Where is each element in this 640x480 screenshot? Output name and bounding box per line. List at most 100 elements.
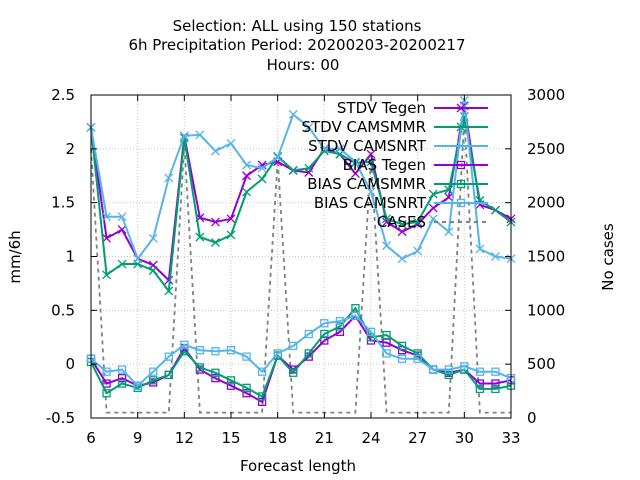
point-bias-camsnrt [460, 362, 469, 371]
point-bias-camsnrt [382, 349, 391, 358]
point-stdv-tegen [304, 168, 314, 177]
point-bias-tegen [117, 374, 127, 383]
legend-entry-stdv-tegen: STDV Tegen [337, 99, 488, 117]
legend-marker [456, 198, 466, 208]
point-stdv-camsmmr [102, 270, 112, 280]
point-stdv-tegen [444, 192, 454, 202]
point-bias-camsnrt [429, 365, 438, 374]
point-bias-camsnrt [475, 367, 485, 376]
point-bias-camsnrt [211, 347, 220, 356]
point-bias-camsmmr [397, 341, 407, 351]
point-stdv-camsmmr [226, 230, 236, 240]
point-stdv-camsmmr [444, 185, 454, 195]
x-tick-label: 30 [455, 429, 474, 447]
point-bias-camsmmr [195, 363, 205, 372]
point-bias-camsmmr [320, 329, 329, 339]
point-stdv-tegen [397, 227, 407, 237]
point-stdv-camsnrt [164, 173, 174, 183]
point-stdv-camsnrt [413, 246, 423, 256]
series-bias-camsnrt [86, 311, 516, 390]
point-bias-camsnrt [117, 365, 127, 374]
point-stdv-camsnrt [179, 131, 189, 141]
point-stdv-tegen [117, 225, 127, 235]
series-line-stdv-camsnrt [90, 100, 512, 261]
x-tick-label: 33 [501, 429, 520, 447]
series-bias-tegen [86, 311, 516, 407]
title-line-3: Hours: 00 [267, 56, 340, 74]
point-stdv-camsnrt [102, 212, 112, 222]
x-tick-label: 27 [408, 429, 427, 447]
point-stdv-camsnrt [288, 109, 298, 119]
legend-entry-bias-camsmmr: BIAS CAMSMMR [307, 175, 488, 193]
point-stdv-camsnrt [382, 241, 392, 251]
point-bias-camsnrt [335, 316, 345, 326]
point-stdv-camsmmr [397, 219, 407, 229]
point-stdv-camsmmr [195, 232, 205, 242]
point-stdv-tegen [164, 275, 174, 285]
series-cases [90, 116, 511, 414]
y2-tick-label: 1000 [527, 301, 565, 319]
point-stdv-camsnrt [444, 227, 454, 237]
point-stdv-camsnrt [319, 144, 329, 154]
point-stdv-camsnrt [242, 160, 252, 170]
point-stdv-camsmmr [288, 165, 298, 175]
legend-marker [456, 160, 466, 170]
point-stdv-camsnrt [210, 146, 220, 156]
point-bias-camsmmr [149, 376, 158, 385]
point-bias-camsmmr [289, 368, 298, 377]
point-bias-camsnrt [226, 346, 236, 355]
point-bias-camsmmr [164, 370, 173, 380]
point-bias-camsmmr [491, 384, 500, 394]
legend-marker [456, 103, 466, 113]
x-tick-label: 18 [268, 429, 287, 447]
series-line-cases [90, 116, 511, 414]
y2-tick-label: 3000 [527, 86, 565, 104]
point-bias-tegen [335, 327, 345, 337]
point-stdv-camsnrt [195, 130, 205, 140]
point-stdv-tegen [366, 149, 376, 159]
y-tick-label: 0 [65, 355, 75, 373]
point-stdv-camsnrt [490, 252, 500, 261]
point-bias-camsmmr [117, 379, 127, 388]
point-stdv-camsnrt [304, 122, 314, 132]
point-bias-camsmmr [257, 392, 267, 401]
title-line-1: Selection: ALL using 150 stations [173, 17, 422, 35]
point-stdv-camsmmr [242, 187, 252, 197]
point-bias-camsnrt [320, 319, 329, 328]
legend-label: BIAS CAMSNRT [314, 194, 427, 212]
y-axis-label: mm/6h [6, 230, 24, 283]
axis-ticks: 6 9 12 15 18 21 24 27 30 33 -0.5 0 0.5 1 1.5 2 2.5 0 500 10… [46, 86, 565, 447]
legend-entry-cases: CASES [377, 213, 488, 231]
point-bias-camsmmr [102, 389, 111, 398]
point-stdv-camsnrt [226, 138, 236, 148]
point-stdv-camsmmr [490, 205, 500, 215]
series-line-bias-camsmmr [90, 306, 512, 398]
x-tick-label: 12 [175, 429, 194, 447]
x-tick-label: 9 [133, 429, 143, 447]
point-stdv-camsmmr [164, 286, 174, 296]
legend-marker [456, 141, 466, 151]
y-tick-label: 2.5 [51, 86, 75, 104]
point-bias-camsnrt [195, 346, 205, 355]
point-stdv-camsnrt [335, 144, 345, 154]
point-stdv-camsmmr [428, 189, 438, 199]
point-bias-camsmmr [335, 322, 345, 331]
point-bias-tegen [242, 389, 251, 398]
x-axis-label: Forecast length [240, 457, 356, 475]
point-stdv-tegen [350, 169, 360, 179]
point-bias-camsmmr [413, 349, 422, 358]
point-bias-camsnrt [180, 340, 189, 349]
point-stdv-camsnrt [117, 212, 127, 222]
y-tick-label: 1 [65, 248, 75, 266]
y-tick-label: -0.5 [46, 409, 75, 427]
legend-label: BIAS Tegen [343, 156, 426, 174]
point-stdv-camsmmr [382, 214, 392, 224]
point-stdv-camsnrt [257, 163, 267, 173]
series-layer [86, 95, 516, 414]
point-bias-tegen [226, 381, 236, 390]
point-bias-camsmmr [226, 376, 236, 385]
chart-title: Selection: ALL using 150 stations 6h Pre… [128, 17, 465, 74]
y-tick-label: 0.5 [51, 301, 75, 319]
